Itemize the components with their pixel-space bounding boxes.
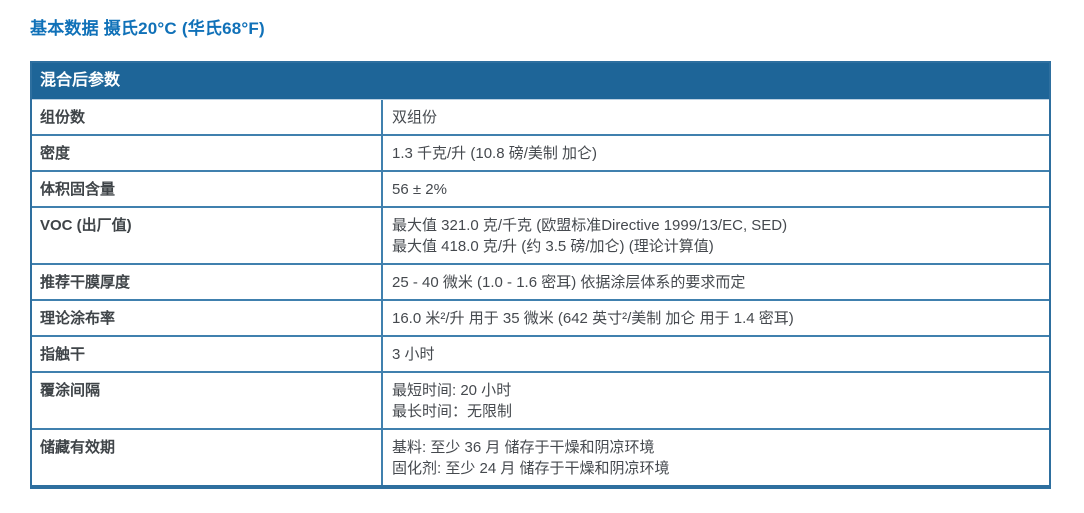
row-label: 推荐干膜厚度 [32,265,383,299]
row-label: 储藏有效期 [32,430,383,485]
row-label: 组份数 [32,100,383,134]
row-value: 16.0 米²/升 用于 35 微米 (642 英寸²/美制 加仑 用于 1.4… [383,301,1049,335]
table-row: 指触干 3 小时 [32,335,1049,371]
table-row: 覆涂间隔 最短时间: 20 小时 最长时间：无限制 [32,371,1049,428]
row-value: 双组份 [383,100,1049,134]
row-label: 密度 [32,136,383,170]
row-label: 指触干 [32,337,383,371]
table-row: 推荐干膜厚度 25 - 40 微米 (1.0 - 1.6 密耳) 依据涂层体系的… [32,263,1049,299]
table-row: VOC (出厂值) 最大值 321.0 克/千克 (欧盟标准Directive … [32,206,1049,263]
value-line: 16.0 米²/升 用于 35 微米 (642 英寸²/美制 加仑 用于 1.4… [392,310,794,327]
value-line: 双组份 [392,109,438,126]
table-row: 理论涂布率 16.0 米²/升 用于 35 微米 (642 英寸²/美制 加仑 … [32,299,1049,335]
table-row: 密度 1.3 千克/升 (10.8 磅/美制 加仑) [32,134,1049,170]
page-title: 基本数据 摄氏20°C (华氏68°F) [30,19,265,38]
table-row: 体积固含量 56 ± 2% [32,170,1049,206]
row-value: 1.3 千克/升 (10.8 磅/美制 加仑) [383,136,1049,170]
value-line: 固化剂: 至少 24 月 储存于干燥和阴凉环境 [392,460,670,477]
mixed-parameters-table: 混合后参数 组份数 双组份 密度 1.3 千克/升 (10.8 磅/美制 加仑)… [30,61,1051,489]
table-header: 混合后参数 [32,63,1049,99]
row-value: 3 小时 [383,337,1049,371]
value-line: 3 小时 [392,346,435,363]
table-row: 组份数 双组份 [32,99,1049,134]
value-line: 基料: 至少 36 月 储存于干燥和阴凉环境 [392,439,655,456]
row-value: 最短时间: 20 小时 最长时间：无限制 [383,373,1049,428]
value-line: 最大值 321.0 克/千克 (欧盟标准Directive 1999/13/EC… [392,217,788,234]
table-row: 储藏有效期 基料: 至少 36 月 储存于干燥和阴凉环境 固化剂: 至少 24 … [32,428,1049,485]
value-line: 最大值 418.0 克/升 (约 3.5 磅/加仑) (理论计算值) [392,238,714,255]
row-label: 覆涂间隔 [32,373,383,428]
row-value: 基料: 至少 36 月 储存于干燥和阴凉环境 固化剂: 至少 24 月 储存于干… [383,430,1049,485]
value-line: 56 ± 2% [392,181,447,198]
row-label: 体积固含量 [32,172,383,206]
value-line: 1.3 千克/升 (10.8 磅/美制 加仑) [392,145,598,162]
value-line: 最长时间：无限制 [392,403,513,420]
value-line: 25 - 40 微米 (1.0 - 1.6 密耳) 依据涂层体系的要求而定 [392,274,746,291]
row-label: VOC (出厂值) [32,208,383,263]
row-value: 25 - 40 微米 (1.0 - 1.6 密耳) 依据涂层体系的要求而定 [383,265,1049,299]
value-line: 最短时间: 20 小时 [392,382,512,399]
row-label: 理论涂布率 [32,301,383,335]
row-value: 最大值 321.0 克/千克 (欧盟标准Directive 1999/13/EC… [383,208,1049,263]
row-value: 56 ± 2% [383,172,1049,206]
